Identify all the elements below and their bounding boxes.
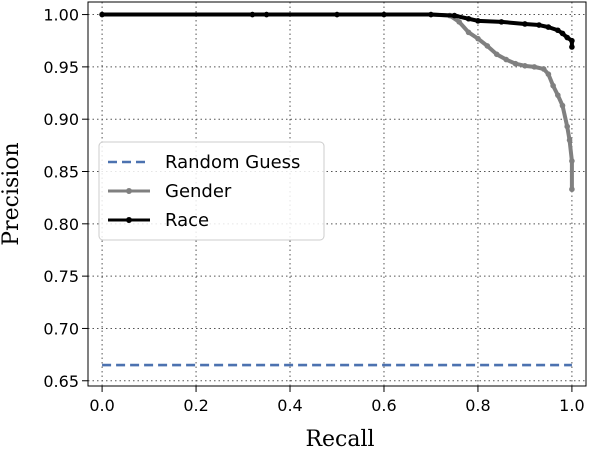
y-tick-label: 0.95 [43, 58, 79, 77]
data-point-race [569, 44, 575, 50]
data-point-gender [566, 137, 573, 143]
y-tick-label: 0.70 [43, 319, 79, 338]
x-tick-label: 1.0 [559, 396, 584, 415]
y-tick-label: 0.85 [43, 163, 79, 182]
legend-label-gender: Gender [165, 181, 232, 202]
data-point-race [99, 11, 105, 18]
data-point-gender [456, 19, 462, 25]
data-point-gender [531, 64, 538, 70]
data-point-gender [493, 51, 500, 58]
data-point-gender [484, 43, 491, 49]
data-point-gender [564, 123, 571, 130]
data-point-race [536, 22, 542, 28]
data-point-race [559, 30, 566, 37]
data-point-gender [503, 56, 509, 63]
data-point-race [498, 19, 505, 25]
y-tick-label: 0.65 [43, 372, 79, 391]
x-tick-label: 0.6 [371, 396, 396, 415]
data-point-race [334, 11, 340, 18]
data-point-gender [545, 71, 552, 77]
y-tick-label: 0.75 [43, 267, 79, 286]
x-tick-label: 0.8 [465, 396, 490, 415]
data-point-race [381, 11, 387, 18]
data-point-race [475, 18, 481, 24]
legend-label-random-guess: Random Guess [165, 152, 300, 173]
legend-box [98, 141, 325, 241]
data-point-gender [569, 186, 575, 193]
data-point-race [555, 27, 561, 34]
ticks: 0.0 0.2 0.4 0.6 0.8 1.0 0.65 0.70 0.75 0.80 0.85 0.… [43, 6, 584, 415]
data-point-race [249, 11, 256, 18]
data-point-gender [540, 66, 547, 72]
y-tick-label: 1.00 [43, 6, 79, 25]
data-point-gender [559, 102, 566, 109]
legend-marker-race [126, 217, 132, 223]
x-tick-label: 0.4 [277, 396, 302, 415]
data-point-race [465, 15, 472, 22]
x-tick-label: 0.2 [183, 396, 208, 415]
x-tick-label: 0.0 [89, 396, 114, 415]
data-point-race [428, 11, 434, 18]
data-point-gender [522, 63, 528, 69]
data-point-gender [569, 158, 575, 164]
data-point-race [569, 37, 575, 44]
data-point-race [263, 11, 270, 18]
y-tick-label: 0.90 [43, 110, 79, 129]
data-point-gender [550, 82, 556, 89]
legend-label-race: Race [165, 210, 209, 231]
y-axis-label: Precision [0, 142, 24, 245]
legend-marker-gender [126, 188, 132, 194]
grid [88, 2, 586, 386]
y-tick-label: 0.80 [43, 215, 79, 234]
data-point-race [545, 24, 552, 30]
x-axis-label: Recall [305, 427, 374, 452]
data-point-race [451, 12, 458, 19]
series-layer [99, 11, 575, 367]
data-point-gender [512, 60, 519, 67]
data-point-gender [475, 35, 481, 42]
legend: Random Guess Gender Race [98, 141, 325, 241]
data-point-gender [465, 29, 472, 36]
plot-frame [87, 1, 587, 387]
data-point-race [564, 34, 571, 41]
data-point-gender [555, 92, 561, 98]
data-point-race [522, 21, 528, 27]
